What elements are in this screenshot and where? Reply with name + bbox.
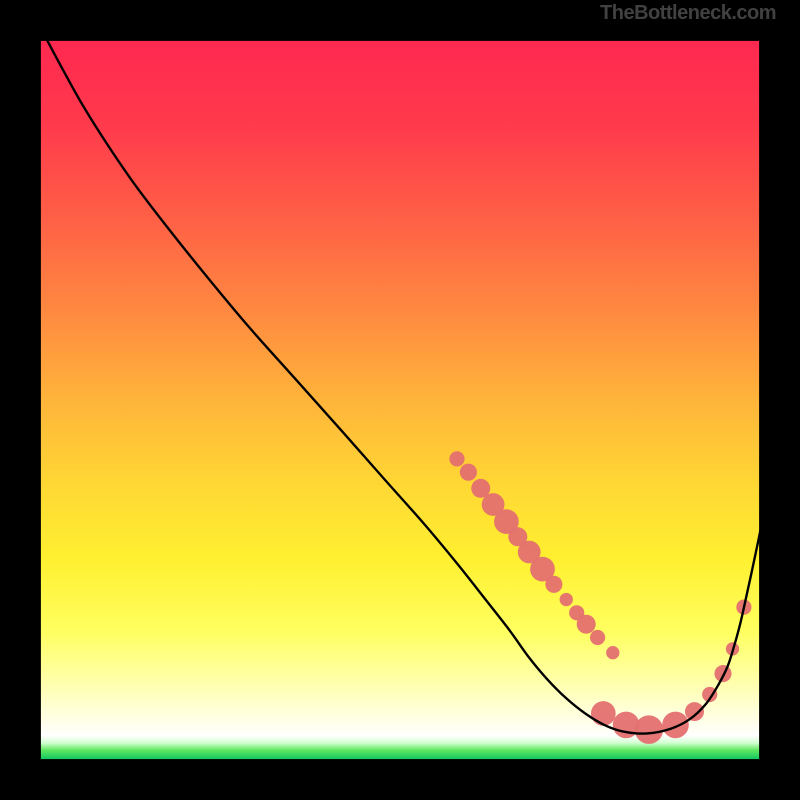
chart-svg — [20, 20, 780, 780]
data-marker — [560, 593, 573, 606]
data-marker — [460, 464, 477, 481]
data-marker — [662, 712, 689, 739]
data-marker — [545, 576, 562, 593]
gradient-background — [39, 39, 761, 761]
data-marker — [590, 630, 605, 645]
data-marker — [591, 701, 616, 726]
data-marker — [577, 615, 596, 634]
data-marker — [685, 702, 704, 721]
data-marker — [449, 451, 464, 466]
data-marker — [714, 665, 731, 682]
chart-container — [20, 20, 780, 780]
data-marker — [635, 715, 664, 744]
data-marker — [606, 646, 619, 659]
